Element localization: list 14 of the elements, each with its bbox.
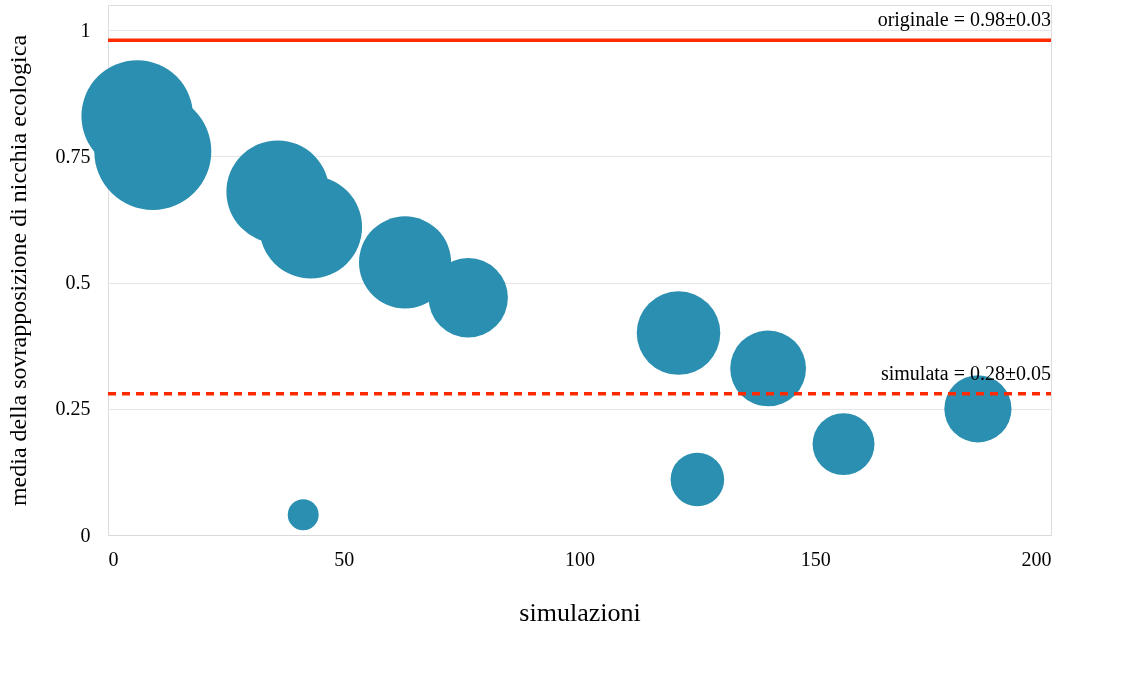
y-tick-label: 1 (80, 18, 91, 41)
x-tick-label: 0 (108, 547, 119, 570)
y-tick-label: 0.75 (55, 144, 91, 167)
ref-line-label: simulata = 0.28±0.05 (880, 361, 1051, 384)
y-axis-title: media della sovrapposizione di nicchia ecologica (4, 34, 31, 507)
y-tick-label: 0.5 (65, 271, 91, 294)
y-tick-label: 0.25 (55, 397, 91, 420)
x-tick-label: 50 (334, 547, 355, 570)
x-tick-label: 100 (565, 547, 595, 570)
ref-line-label: originale = 0.98±0.03 (877, 8, 1051, 32)
y-tick-label: 0 (80, 523, 91, 546)
x-axis-title: simulazioni (519, 597, 641, 627)
x-tick-label: 200 (1021, 547, 1052, 570)
x-tick-label: 150 (800, 547, 831, 570)
